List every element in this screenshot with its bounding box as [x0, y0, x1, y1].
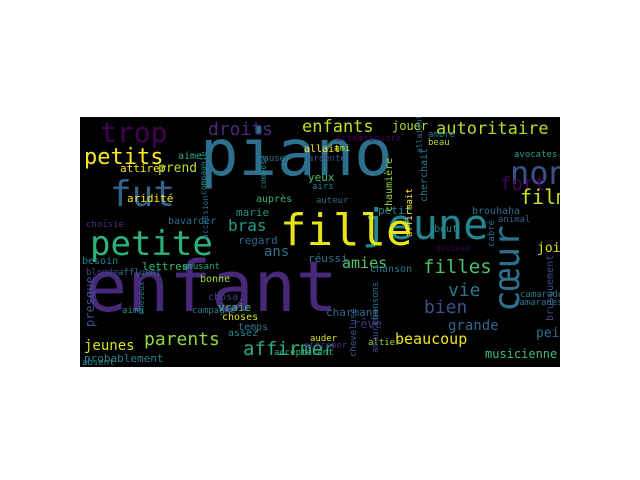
- cloud-word: ami: [334, 144, 351, 154]
- cloud-word: bavarder: [168, 216, 217, 227]
- cloud-word: petite: [90, 224, 213, 264]
- cloud-word: affirmait: [405, 188, 415, 237]
- cloud-word: camarades: [514, 298, 560, 308]
- cloud-word: droits: [208, 119, 274, 140]
- cloud-word: rêve: [353, 317, 382, 331]
- cloud-word: jeunes: [84, 338, 135, 354]
- cloud-word: aime: [178, 151, 203, 162]
- cloud-word: cabré: [487, 219, 497, 247]
- cloud-word: probablement: [84, 352, 164, 365]
- cloud-word: trop: [100, 117, 168, 149]
- cloud-word: enfants: [302, 117, 374, 137]
- cloud-word: assoudre: [358, 134, 402, 144]
- cloud-word: aridité: [127, 192, 174, 205]
- cloud-word: auprès: [256, 194, 293, 205]
- cloud-word: peine: [536, 326, 560, 341]
- cloud-word: bruisse: [436, 244, 470, 253]
- cloud-word: chosa: [208, 292, 239, 303]
- word-cloud: enfant piano jeune fille petite fut trop cœur no…: [80, 117, 560, 367]
- cloud-word: altier: [368, 338, 401, 348]
- cloud-word: fut: [110, 174, 176, 215]
- cloud-word: film: [520, 185, 560, 209]
- cloud-word: bras: [228, 216, 267, 235]
- cloud-word: petits: [84, 145, 164, 170]
- cloud-word: beau: [428, 138, 450, 148]
- cloud-word: avocates: [514, 150, 558, 160]
- cloud-word: assez: [228, 328, 259, 339]
- cloud-word: ans: [264, 244, 290, 260]
- cloud-word: choisie: [86, 220, 124, 230]
- cloud-word: non: [510, 154, 560, 192]
- cloud-word: amusant: [182, 262, 220, 272]
- cloud-word: chaumière: [384, 157, 395, 212]
- cloud-word: attirer: [120, 162, 167, 175]
- cloud-word: beaucoup: [395, 330, 468, 348]
- cloud-word: camarades: [520, 290, 560, 300]
- cloud-word: animal: [498, 215, 531, 225]
- cloud-word: amies: [342, 254, 388, 272]
- cloud-word: lettres: [142, 260, 189, 273]
- cloud-word: blonde: [86, 268, 119, 278]
- cloud-word: regard: [238, 234, 278, 247]
- cloud-word: aima: [122, 306, 144, 316]
- cloud-word: fille: [280, 205, 413, 256]
- cloud-word: bout: [434, 224, 459, 235]
- cloud-word: choses: [222, 312, 259, 323]
- cloud-word: autoritaire: [436, 119, 549, 139]
- cloud-word: vraie: [218, 301, 252, 314]
- cloud-word: musicienne: [485, 347, 558, 361]
- cloud-word: absent: [82, 358, 115, 368]
- cloud-word: affluent: [118, 268, 162, 278]
- cloud-word: allait: [304, 144, 341, 155]
- cloud-word: compose: [259, 155, 268, 189]
- cloud-word: affirmer: [243, 338, 335, 360]
- cloud-word: bien: [424, 297, 468, 318]
- cloud-word: charmant: [326, 306, 379, 319]
- cloud-word: réussi: [308, 252, 348, 265]
- cloud-word: allaient: [415, 117, 424, 153]
- cloud-word: auder: [310, 334, 338, 344]
- cloud-word: cause: [258, 154, 286, 164]
- cloud-word: auteur: [316, 196, 349, 206]
- cloud-word: ambre: [428, 130, 456, 140]
- cloud-word: fort: [500, 173, 546, 195]
- cloud-word: cherchait: [419, 147, 430, 202]
- cloud-word: piano: [200, 117, 393, 191]
- cloud-word: bonne: [200, 274, 231, 285]
- cloud-word: presque: [83, 276, 97, 327]
- cloud-word: filles: [423, 256, 492, 278]
- cloud-word: ardente: [308, 154, 346, 164]
- cloud-word: vie: [448, 280, 481, 301]
- cloud-word: prend: [158, 161, 198, 176]
- cloud-word: enfant: [85, 246, 338, 328]
- cloud-word: compagnie: [199, 151, 208, 195]
- cloud-word: acceptèrent: [274, 348, 334, 358]
- cloud-word: airs: [312, 182, 334, 192]
- cloud-word: temps: [238, 322, 269, 333]
- cloud-word: accession: [201, 195, 210, 239]
- cloud-word: cheveux: [137, 281, 146, 315]
- cloud-word: petit: [378, 204, 412, 217]
- cloud-word: jeune: [362, 200, 489, 249]
- cloud-word: chanson: [370, 264, 413, 275]
- cloud-word: parents: [144, 329, 220, 350]
- cloud-word: besoin: [82, 256, 119, 267]
- cloud-word: actes: [336, 134, 364, 144]
- cloud-word: brusquement: [545, 254, 556, 321]
- cloud-word: joie: [537, 241, 560, 256]
- cloud-word: grande: [448, 318, 499, 334]
- cloud-word: jouer: [392, 119, 429, 133]
- cloud-word: attraper: [304, 341, 348, 351]
- cloud-word: chevelure: [349, 308, 359, 357]
- cloud-word: yeux: [308, 171, 335, 184]
- cloud-word: brouhaha: [472, 206, 521, 217]
- cloud-word: marie: [236, 206, 270, 219]
- cloud-word: campagne: [192, 306, 236, 316]
